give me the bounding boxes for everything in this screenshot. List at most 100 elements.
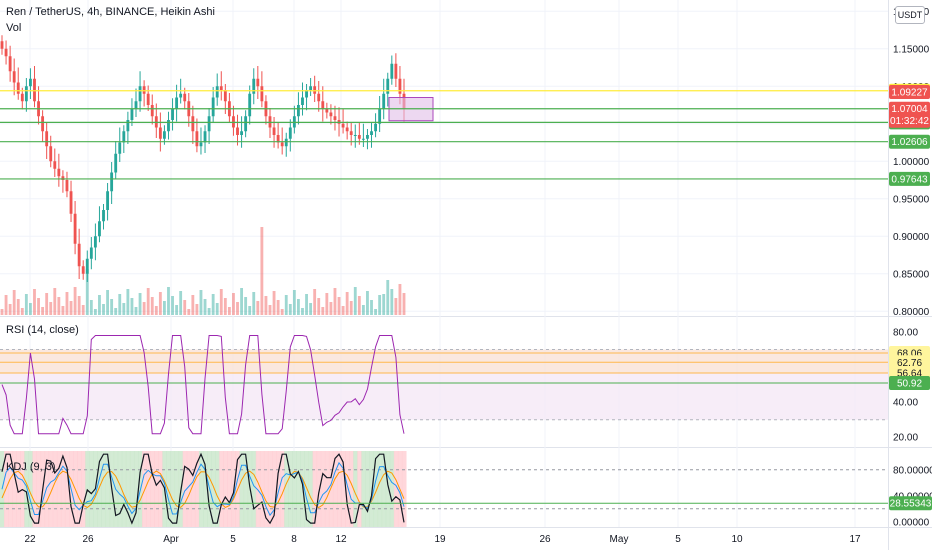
kdj-tick-label: 0.00000 xyxy=(893,517,930,528)
volume-bar xyxy=(378,295,382,315)
kdj-stripe xyxy=(377,451,383,527)
kdj-stripe xyxy=(357,451,362,527)
volume-bar xyxy=(394,298,398,315)
kdj-stripe xyxy=(263,451,269,527)
candle-body xyxy=(374,123,377,132)
candle-body xyxy=(329,112,333,117)
rsi-badge xyxy=(889,376,930,391)
candle-body xyxy=(297,105,300,117)
kdj-stripe xyxy=(56,451,62,527)
volume-bar xyxy=(199,290,203,315)
candle-body xyxy=(378,108,382,124)
candle-body xyxy=(382,93,386,109)
volume-bar xyxy=(272,291,276,315)
kdj-stripe xyxy=(60,451,66,527)
price-line-badge xyxy=(889,134,930,149)
kdj-stripe xyxy=(365,451,370,527)
kdj-stripe xyxy=(280,451,285,527)
candles xyxy=(0,35,406,282)
candle-body xyxy=(240,131,243,135)
vol-label[interactable]: Vol xyxy=(6,22,22,34)
candle-body xyxy=(301,97,304,105)
volume-bar xyxy=(329,302,333,315)
volume-bar xyxy=(349,301,353,315)
candle-body xyxy=(126,120,130,132)
price-tick-label: 0.90000 xyxy=(893,232,930,243)
kdj-label[interactable]: KDJ (9, 3) xyxy=(6,461,56,473)
volume-bar xyxy=(256,301,260,315)
candle-body xyxy=(110,172,114,192)
volume-bar xyxy=(207,308,211,315)
kdj-stripe xyxy=(223,451,228,527)
volume-bar xyxy=(382,294,386,315)
candle-body xyxy=(138,86,142,102)
volume-bar xyxy=(175,305,179,315)
candle-body xyxy=(98,221,101,237)
candle-body xyxy=(134,101,138,109)
candle-body xyxy=(130,108,134,120)
volume-bar xyxy=(280,309,284,315)
currency-button[interactable]: USDT xyxy=(895,6,925,24)
candle-body xyxy=(41,116,45,132)
candle-body xyxy=(390,63,394,79)
volume-bar xyxy=(142,302,146,315)
candle-body xyxy=(321,101,325,109)
volume-bar xyxy=(215,303,219,315)
volume-bar xyxy=(20,308,24,315)
candle-body xyxy=(215,86,219,98)
kdj-stripe xyxy=(251,451,257,527)
volume-bar xyxy=(12,290,16,315)
volume-bar xyxy=(252,292,256,315)
price-badge xyxy=(889,101,930,128)
price-grid xyxy=(0,10,888,312)
volume-bar xyxy=(61,306,65,315)
kdj-stripe xyxy=(16,451,21,527)
candle-body xyxy=(142,86,146,94)
symbol-title[interactable]: Ren / TetherUS, 4h, BINANCE, Heikin Ashi xyxy=(6,6,215,18)
candle-body xyxy=(211,97,215,117)
kdj-stripe xyxy=(401,451,407,527)
candle-body xyxy=(33,78,36,102)
rsi-badge-label: 68.06 xyxy=(897,348,922,359)
candle-body xyxy=(223,90,227,102)
kdj-stripe xyxy=(121,451,127,527)
rsi-label[interactable]: RSI (14, close) xyxy=(6,324,79,336)
kdj-stripe xyxy=(341,451,346,527)
kdj-stripe xyxy=(194,451,200,527)
candle-body xyxy=(8,56,12,72)
volume-bar xyxy=(313,289,317,315)
volume-bar xyxy=(191,295,195,315)
candle-body xyxy=(81,266,85,274)
candle-body xyxy=(313,86,317,94)
candle-body xyxy=(89,247,93,259)
time-tick-label: 8 xyxy=(291,534,297,545)
volume-bar xyxy=(57,297,61,315)
kdj-stripe xyxy=(393,451,399,527)
candle-body xyxy=(106,191,109,210)
kdj-stripe xyxy=(174,451,180,527)
countdown-label: 01:32:42 xyxy=(890,116,929,127)
volume-bar xyxy=(361,305,365,315)
volume-bar xyxy=(37,298,40,315)
kdj-stripe xyxy=(203,451,208,527)
kdj-stripe xyxy=(227,451,232,527)
candle-body xyxy=(57,168,61,177)
price-line-badge-label: 0.97643 xyxy=(891,174,928,185)
kdj-stripe xyxy=(292,451,297,527)
candle-body xyxy=(167,120,170,132)
candle-body xyxy=(276,135,280,143)
volume-bar xyxy=(260,227,264,315)
candle-body xyxy=(325,108,329,113)
time-tick-label: Apr xyxy=(163,534,179,545)
kdj-stripe xyxy=(267,451,273,527)
kdj-d-line xyxy=(1,470,405,509)
kdj-stripe xyxy=(353,451,358,527)
time-tick-label: 5 xyxy=(675,534,681,545)
rsi-upper-band xyxy=(0,349,888,373)
volume-bar xyxy=(179,291,183,315)
volume-bar xyxy=(130,298,134,315)
candle-body xyxy=(77,243,81,267)
candle-body xyxy=(29,78,32,87)
